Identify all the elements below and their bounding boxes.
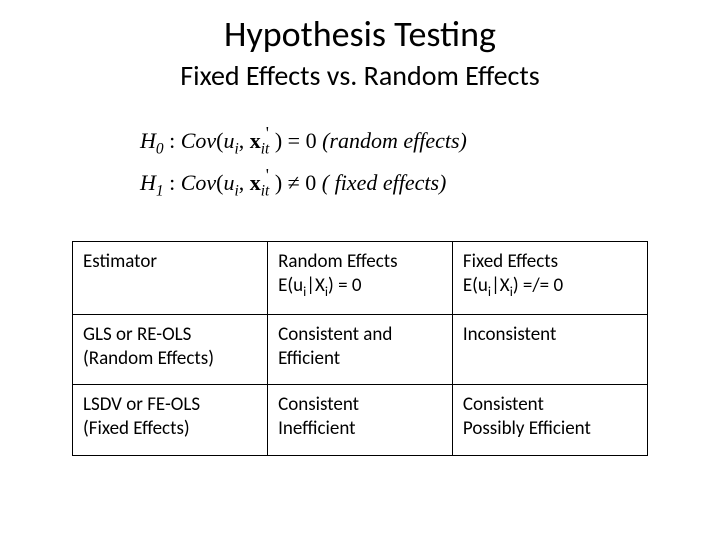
slide-title: Hypothesis Testing: [0, 12, 720, 56]
cell-lsdv-fe: Consistent Possibly Efficient: [452, 385, 647, 456]
header-estimator: Estimator: [73, 242, 268, 315]
h1-note: ( fixed effects): [322, 170, 447, 195]
h0-symbol: H0: [140, 128, 164, 153]
cell-gls: GLS or RE-OLS (Random Effects): [73, 314, 268, 385]
table-row: LSDV or FE-OLS (Fixed Effects) Consisten…: [73, 385, 648, 456]
h0-relation: = 0: [288, 128, 317, 153]
table-row: GLS or RE-OLS (Random Effects) Consisten…: [73, 314, 648, 385]
cell-gls-re: Consistent and Efficient: [268, 314, 453, 385]
header-fixed-effects: Fixed Effects E(ui|Xi) =/= 0: [452, 242, 647, 315]
header-random-effects: Random Effects E(ui|Xi) = 0: [268, 242, 453, 315]
h1-symbol: H1: [140, 170, 164, 195]
hypothesis-h0: H0 : Cov(ui, x'it ) = 0 (random effects): [140, 121, 720, 163]
h0-note: (random effects): [322, 128, 467, 153]
table-header-row: Estimator Random Effects E(ui|Xi) = 0 Fi…: [73, 242, 648, 315]
hypotheses-block: H0 : Cov(ui, x'it ) = 0 (random effects)…: [140, 121, 720, 205]
cell-lsdv: LSDV or FE-OLS (Fixed Effects): [73, 385, 268, 456]
estimator-table: Estimator Random Effects E(ui|Xi) = 0 Fi…: [72, 241, 648, 456]
h1-relation: ≠ 0: [288, 170, 317, 195]
hypothesis-h1: H1 : Cov(ui, x'it ) ≠ 0 ( fixed effects): [140, 163, 720, 205]
cell-gls-fe: Inconsistent: [452, 314, 647, 385]
slide-subtitle: Fixed Effects vs. Random Effects: [0, 58, 720, 93]
cell-lsdv-re: Consistent Inefficient: [268, 385, 453, 456]
